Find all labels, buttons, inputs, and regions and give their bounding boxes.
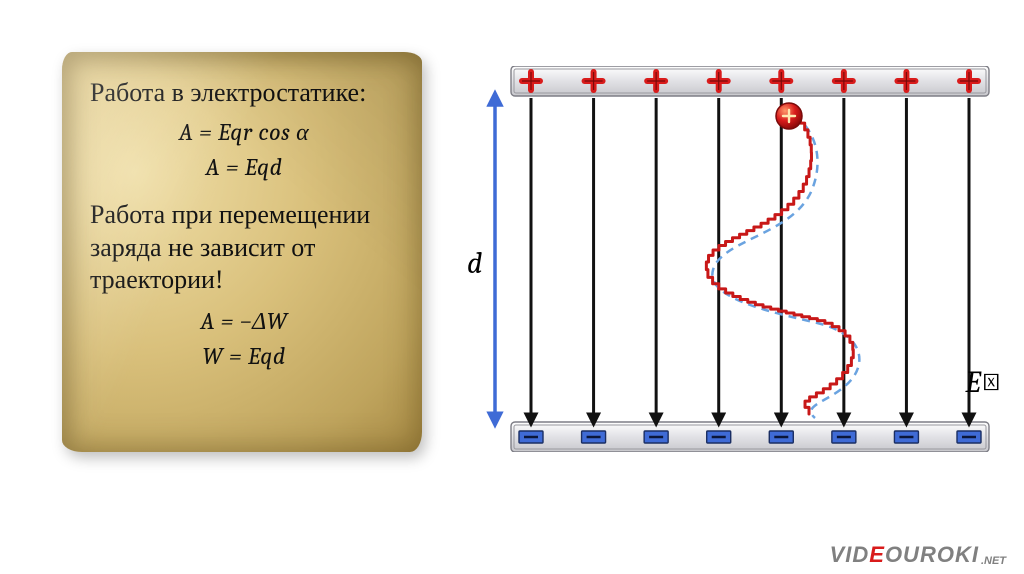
watermark-logo: VIDEOUROKI.NET [830, 542, 1006, 568]
watermark-net: .NET [979, 555, 1006, 567]
watermark-part-1: VID [830, 542, 870, 567]
label-e-vector: E⃗ [965, 365, 1001, 400]
watermark-part-2: E [869, 542, 885, 567]
parchment-text-2: Работа при перемещении заряда не зависит… [90, 199, 398, 297]
formula-4: W = Eqd [90, 342, 398, 370]
watermark-part-3: OUROKI [885, 542, 979, 567]
parchment-card: Работа в электростатике: A = Eqr cos α A… [62, 52, 422, 452]
field-diagram: d E⃗ [465, 66, 995, 446]
label-d: d [467, 246, 482, 281]
formula-1: A = Eqr cos α [90, 118, 398, 147]
formula-2: A = Eqd [90, 153, 398, 181]
parchment-title: Работа в электростатике: [90, 78, 398, 108]
formula-3: A = −ΔW [90, 307, 398, 336]
field-diagram-svg [465, 66, 995, 452]
